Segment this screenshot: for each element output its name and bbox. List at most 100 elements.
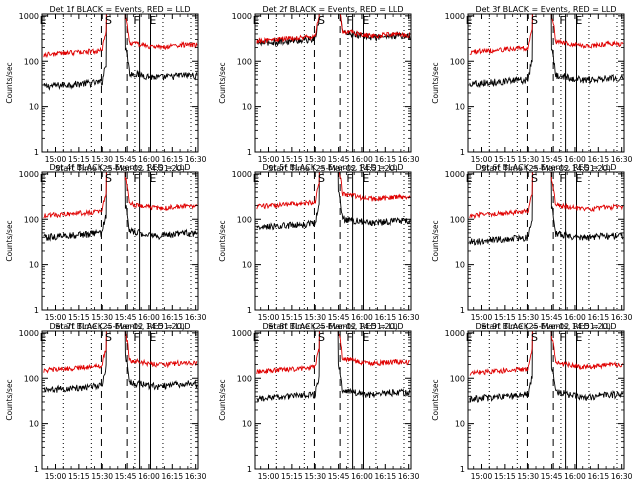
interval-marker-label: S — [531, 172, 538, 185]
y-axis-label: Counts/sec — [218, 62, 227, 103]
x-tick-label: 16:00 — [351, 313, 373, 322]
series-events-line — [256, 172, 411, 231]
x-tick-label: 15:30 — [91, 313, 113, 322]
x-tick-label: 16:30 — [611, 155, 633, 164]
interval-marker-label: F — [559, 14, 565, 27]
x-tick-label: 16:15 — [587, 313, 609, 322]
x-axis-label: Start Time (25-Mar-02 14:51:20) — [268, 322, 398, 331]
series-events-line — [256, 331, 411, 403]
panel-det-8: 1 10 100 1000 15:00 15:15 15:30 15:45 16:00 16:15… — [218, 322, 420, 480]
interval-marker-label: F — [133, 172, 139, 185]
y-tick-label: 100 — [24, 215, 39, 224]
y-tick-label: 10 — [455, 420, 465, 429]
plot-frame — [41, 330, 199, 470]
x-tick-label: 15:45 — [541, 472, 563, 480]
y-tick-label: 100 — [450, 57, 465, 66]
x-tick-label: 15:00 — [45, 313, 67, 322]
y-axis-label: Counts/sec — [5, 220, 14, 261]
x-tick-label: 15:00 — [258, 472, 280, 480]
x-tick-label: 15:30 — [304, 472, 326, 480]
x-tick-label: 16:00 — [138, 472, 160, 480]
panel-det-5: 1 10 100 1000 15:00 15:15 15:30 15:45 16:00 16:15… — [218, 163, 420, 331]
x-tick-label: 16:15 — [161, 155, 183, 164]
x-tick-label: 15:15 — [494, 472, 516, 480]
plot-frame — [254, 171, 412, 311]
series-lld-line — [43, 172, 198, 219]
y-tick-label: 10 — [29, 103, 39, 112]
y-tick-label: 1000 — [19, 329, 39, 338]
interval-marker-label: E — [253, 172, 260, 185]
interval-marker-label: E — [40, 331, 47, 344]
x-tick-label: 15:30 — [91, 155, 113, 164]
series-lld-line — [256, 331, 411, 375]
panel-title: Det 3f BLACK = Events, RED = LLD — [475, 5, 616, 14]
series-lld-line — [469, 331, 624, 376]
interval-marker-label: E — [466, 331, 473, 344]
interval-marker-label: E — [362, 331, 369, 344]
x-tick-label: 15:30 — [517, 155, 539, 164]
panel-title: Det 7f BLACK = Events, RED = LLD — [49, 322, 190, 331]
interval-marker-label: E — [575, 14, 582, 27]
y-tick-label: 10 — [455, 261, 465, 270]
y-tick-label: 1 — [460, 465, 465, 474]
interval-marker-label: S — [105, 331, 112, 344]
series-lld-line — [469, 14, 624, 55]
interval-marker-label: E — [466, 172, 473, 185]
x-tick-label: 15:00 — [471, 472, 493, 480]
y-tick-label: 1 — [34, 465, 39, 474]
x-tick-label: 15:45 — [541, 155, 563, 164]
y-tick-label: 100 — [24, 57, 39, 66]
x-tick-label: 16:00 — [351, 472, 373, 480]
interval-marker-label: S — [318, 331, 325, 344]
y-axis-label: Counts/sec — [431, 379, 440, 420]
series-lld-line — [256, 172, 411, 210]
y-tick-label: 10 — [455, 103, 465, 112]
series-events-line — [469, 172, 624, 246]
x-tick-label: 16:00 — [351, 155, 373, 164]
interval-marker-label: E — [40, 14, 47, 27]
y-tick-label: 1000 — [19, 12, 39, 21]
y-tick-label: 1 — [247, 465, 252, 474]
interval-marker-label: E — [575, 172, 582, 185]
y-tick-label: 1000 — [232, 170, 252, 179]
x-tick-label: 15:00 — [471, 155, 493, 164]
x-tick-label: 15:30 — [91, 472, 113, 480]
panel-det-2: 1 10 100 1000 15:00 15:15 15:30 15:45 16:00 16:15… — [218, 5, 420, 173]
x-tick-label: 16:30 — [398, 313, 420, 322]
y-tick-label: 1 — [460, 148, 465, 157]
series-events-line — [43, 14, 198, 91]
x-tick-label: 15:15 — [494, 155, 516, 164]
interval-marker-label: S — [531, 331, 538, 344]
interval-marker-label: E — [149, 172, 156, 185]
x-tick-label: 16:15 — [374, 155, 396, 164]
x-tick-label: 16:30 — [398, 472, 420, 480]
x-tick-label: 16:00 — [138, 155, 160, 164]
y-tick-label: 100 — [237, 57, 252, 66]
interval-marker-label: S — [531, 14, 538, 27]
interval-marker-label: S — [105, 172, 112, 185]
x-axis-label: Start Time (25-Mar-02 14:51:20) — [481, 322, 611, 331]
x-tick-label: 15:45 — [328, 472, 350, 480]
x-tick-label: 15:15 — [281, 155, 303, 164]
panel-title: Det 5f BLACK = Events, RED = LLD — [262, 163, 403, 172]
interval-marker-label: E — [466, 14, 473, 27]
panel-det-6: 1 10 100 1000 15:00 15:15 15:30 15:45 16:00 16:15… — [431, 163, 633, 331]
series-events-line — [43, 331, 198, 394]
interval-marker-label: E — [149, 331, 156, 344]
interval-marker-label: F — [346, 14, 352, 27]
interval-marker-label: E — [362, 172, 369, 185]
interval-marker-label: E — [253, 14, 260, 27]
y-tick-label: 1 — [247, 306, 252, 315]
x-tick-label: 16:30 — [398, 155, 420, 164]
y-tick-label: 100 — [450, 374, 465, 383]
interval-marker-label: S — [105, 14, 112, 27]
y-tick-label: 10 — [242, 103, 252, 112]
x-axis-label: Start Time (25-Mar-02 14:51:20) — [55, 164, 185, 173]
plot-frame — [41, 13, 199, 153]
panel-title: Det 4f BLACK = Events, RED = LLD — [49, 163, 190, 172]
x-tick-label: 15:30 — [304, 155, 326, 164]
x-tick-label: 15:45 — [328, 155, 350, 164]
x-tick-label: 15:15 — [281, 472, 303, 480]
y-axis-label: Counts/sec — [431, 220, 440, 261]
panel-title: Det 1f BLACK = Events, RED = LLD — [49, 5, 190, 14]
